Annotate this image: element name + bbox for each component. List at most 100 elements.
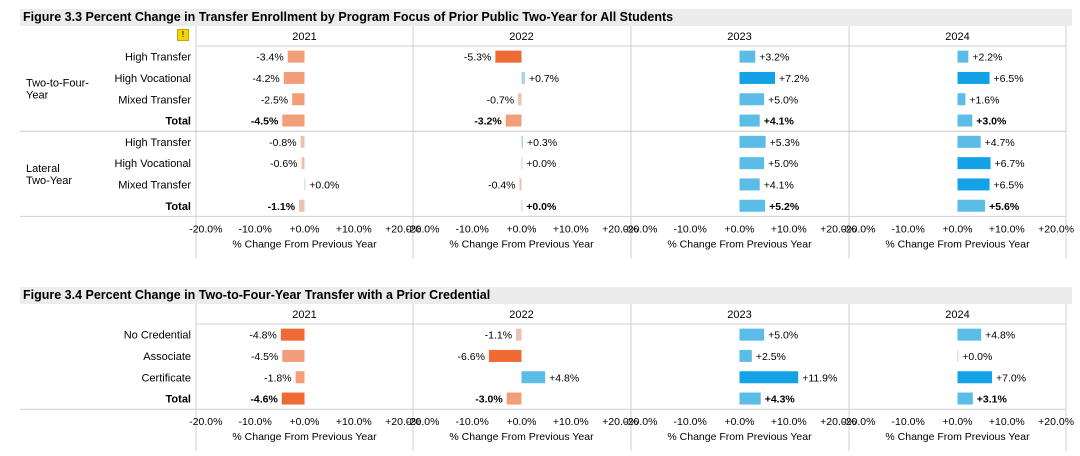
bar xyxy=(521,135,523,148)
x-tick-label: -20.0% xyxy=(624,223,657,235)
data-label: +3.1% xyxy=(977,394,1008,406)
bar xyxy=(521,71,525,84)
group-label: Lateral xyxy=(26,163,60,175)
x-axis-title: % Change From Previous Year xyxy=(232,431,377,443)
data-label: -0.8% xyxy=(269,137,296,149)
data-label: +2.2% xyxy=(972,52,1002,64)
x-tick-label: -20.0% xyxy=(624,416,657,428)
x-tick-label: +20.0% xyxy=(820,223,856,235)
figure-3-3-chart: 2021 2022 2023 2024 Two-to-Four-Year High Tra… xyxy=(20,26,1074,259)
panel-header-2022: 2022 xyxy=(509,31,533,43)
x-tick-label: +20.0% xyxy=(385,223,421,235)
data-label: -4.6% xyxy=(250,394,278,406)
data-label: -0.4% xyxy=(488,179,515,191)
bar xyxy=(739,114,760,127)
panel-header-2021: 2021 xyxy=(292,309,316,321)
data-label: -6.6% xyxy=(458,351,485,363)
bar xyxy=(281,392,305,405)
panel-header-2023: 2023 xyxy=(727,31,751,43)
x-tick-label: +10.0% xyxy=(336,223,372,235)
bar xyxy=(739,50,756,63)
x-tick-label: -10.0% xyxy=(674,416,707,428)
bar xyxy=(957,199,986,212)
data-label: +5.3% xyxy=(770,137,800,149)
row-label: High Vocational xyxy=(115,158,191,170)
row-label: Total xyxy=(166,201,191,213)
data-label: -2.5% xyxy=(261,94,288,106)
data-label: +0.7% xyxy=(529,73,559,85)
data-label: +0.0% xyxy=(526,201,557,213)
bar xyxy=(739,392,761,405)
bar xyxy=(295,371,305,384)
row-label: High Transfer xyxy=(125,52,191,64)
figure-3-4-title: Figure 3.4 Percent Change in Two-to-Four… xyxy=(20,287,1072,304)
row-label: Total xyxy=(166,394,191,406)
bar xyxy=(957,114,973,127)
bar xyxy=(505,114,522,127)
bar xyxy=(739,371,799,384)
data-label: +4.8% xyxy=(985,330,1015,342)
bar xyxy=(521,371,546,384)
x-tick-label: -20.0% xyxy=(842,416,875,428)
bar xyxy=(739,328,765,341)
bar xyxy=(282,349,305,362)
bar xyxy=(518,93,522,106)
bar xyxy=(301,157,305,170)
data-label: +0.3% xyxy=(527,137,557,149)
bar xyxy=(957,157,991,170)
x-tick-label: -10.0% xyxy=(456,416,489,428)
x-tick-label: -10.0% xyxy=(456,223,489,235)
row-label: Mixed Transfer xyxy=(118,179,191,191)
x-tick-label: +10.0% xyxy=(989,416,1025,428)
row-label: High Transfer xyxy=(125,137,191,149)
row-label: Certificate xyxy=(141,372,191,384)
group-label: Two-Year xyxy=(26,175,72,187)
data-label: +7.2% xyxy=(779,73,809,85)
data-label: +4.8% xyxy=(549,372,579,384)
data-label: +4.1% xyxy=(764,179,794,191)
x-tick-label: +0.0% xyxy=(942,223,972,235)
x-tick-label: -20.0% xyxy=(842,223,875,235)
bar xyxy=(739,135,766,148)
data-label: -0.6% xyxy=(270,158,297,170)
data-label: +3.0% xyxy=(976,116,1007,128)
bar xyxy=(521,157,523,170)
x-tick-label: +0.0% xyxy=(724,223,754,235)
x-tick-label: +0.0% xyxy=(724,416,754,428)
x-tick-label: -10.0% xyxy=(239,416,272,428)
data-label: -3.0% xyxy=(475,394,503,406)
x-tick-label: -20.0% xyxy=(189,223,222,235)
x-tick-label: -10.0% xyxy=(239,223,272,235)
data-label: -1.1% xyxy=(268,201,296,213)
data-label: -4.5% xyxy=(251,351,278,363)
panel-header-2024: 2024 xyxy=(945,309,969,321)
bar xyxy=(304,178,306,191)
data-label: +3.2% xyxy=(759,52,789,64)
bar xyxy=(957,135,981,148)
x-tick-label: +10.0% xyxy=(553,416,589,428)
data-label: -4.8% xyxy=(249,330,276,342)
x-axis-title: % Change From Previous Year xyxy=(667,431,812,443)
x-tick-label: +0.0% xyxy=(942,416,972,428)
bar xyxy=(488,349,522,362)
bar xyxy=(739,178,760,191)
x-tick-label: +20.0% xyxy=(820,416,856,428)
x-axis-title: % Change From Previous Year xyxy=(667,238,812,250)
data-label: -1.8% xyxy=(264,372,291,384)
figure-3-3-title: Figure 3.3 Percent Change in Transfer En… xyxy=(20,9,1072,26)
row-label: Mixed Transfer xyxy=(118,94,191,106)
data-label: +4.7% xyxy=(985,137,1015,149)
row-label: Associate xyxy=(143,351,191,363)
info-icon[interactable]: ! xyxy=(177,29,189,41)
bar xyxy=(519,178,522,191)
bar xyxy=(495,50,522,63)
bar xyxy=(957,349,959,362)
data-label: +1.6% xyxy=(969,94,999,106)
data-label: +4.1% xyxy=(764,116,795,128)
data-label: +7.0% xyxy=(996,372,1026,384)
data-label: -3.2% xyxy=(474,116,502,128)
x-axis-title: % Change From Previous Year xyxy=(449,238,594,250)
data-label: +6.5% xyxy=(994,179,1024,191)
x-tick-label: +10.0% xyxy=(336,416,372,428)
bar xyxy=(739,93,765,106)
